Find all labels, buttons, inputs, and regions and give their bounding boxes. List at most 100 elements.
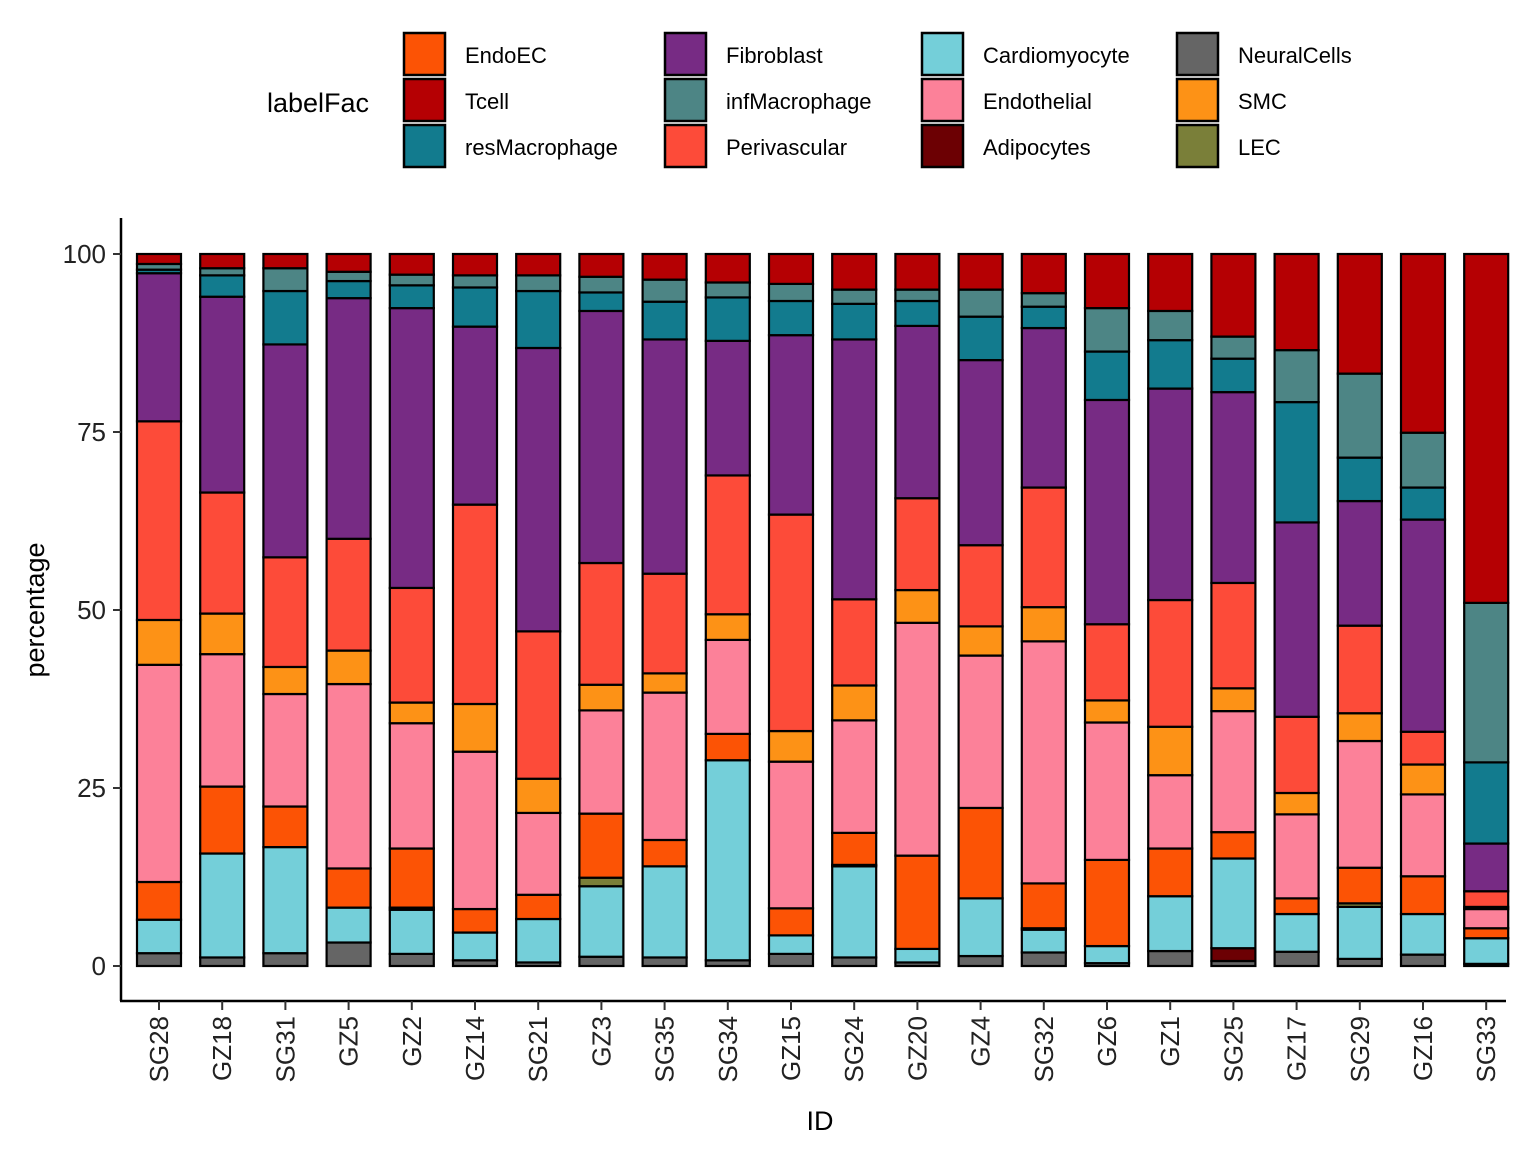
bar-segment-SMC xyxy=(957,625,1004,657)
bar-segment-Endothelial xyxy=(957,654,1004,810)
bar-segment-SMC xyxy=(1336,712,1383,743)
bar-segment-Tcell xyxy=(578,252,625,278)
bar-segment-NeuralCells xyxy=(957,954,1004,968)
bar-segment-Fibroblast xyxy=(451,325,499,506)
y-axis-title: percentage xyxy=(20,542,50,677)
bar-segment-Endothelial xyxy=(262,692,309,808)
bar-segment-Perivascular xyxy=(767,513,815,733)
bar-segment-resMacrophage xyxy=(1336,456,1383,503)
bar-segment-EndoEC xyxy=(1463,927,1510,940)
bar-segment-infMacrophage xyxy=(325,270,372,283)
bar-segment-Endothelial xyxy=(1463,907,1510,930)
bar-segment-Fibroblast xyxy=(325,297,372,540)
bar-segment-resMacrophage xyxy=(262,289,309,346)
bar-SG21 xyxy=(515,252,562,968)
x-tick-label: SG21 xyxy=(523,1016,553,1083)
bar-segment-SMC xyxy=(135,618,183,666)
bar-SG35 xyxy=(641,252,688,968)
bar-SG31 xyxy=(262,252,309,968)
legend-label: SMC xyxy=(1238,89,1287,114)
bar-segment-Perivascular xyxy=(262,556,309,669)
x-tick-label: SG25 xyxy=(1218,1016,1248,1083)
bar-segment-NeuralCells xyxy=(388,952,435,968)
bar-segment-NeuralCells xyxy=(1273,950,1320,968)
bar-segment-Cardiomyocyte xyxy=(578,885,625,958)
bar-segment-SMC xyxy=(641,672,688,694)
bar-segment-Tcell xyxy=(641,252,688,281)
bar-segment-infMacrophage xyxy=(1083,307,1131,353)
bar-segment-SMC xyxy=(515,777,562,815)
bar-segment-Cardiomyocyte xyxy=(1336,905,1383,960)
bar-SG25 xyxy=(1210,252,1257,968)
bar-GZ16 xyxy=(1399,252,1447,968)
bar-segment-Tcell xyxy=(1210,252,1257,338)
bar-GZ1 xyxy=(1147,252,1194,968)
bar-segment-Endothelial xyxy=(578,709,625,815)
bar-segment-infMacrophage xyxy=(1399,431,1447,489)
legend-swatch xyxy=(663,31,708,77)
bar-segment-resMacrophage xyxy=(515,289,562,350)
legend-swatch xyxy=(920,123,965,169)
bar-segment-Cardiomyocyte xyxy=(1020,928,1067,954)
bar-segment-Perivascular xyxy=(831,598,878,687)
bar-segment-infMacrophage xyxy=(388,273,435,287)
legend-label: LEC xyxy=(1238,135,1281,160)
bar-segment-resMacrophage xyxy=(894,299,941,328)
bar-segment-EndoEC xyxy=(515,893,562,921)
bar-segment-SMC xyxy=(831,684,878,722)
bar-segment-EndoEC xyxy=(894,854,941,951)
x-tick-label: SG24 xyxy=(839,1016,869,1083)
legend-label: Perivascular xyxy=(726,135,847,160)
x-tick-label: SG28 xyxy=(144,1016,174,1083)
bar-segment-infMacrophage xyxy=(894,288,941,303)
bar-segment-Fibroblast xyxy=(767,334,815,516)
legend-swatch xyxy=(663,77,708,123)
bar-GZ17 xyxy=(1273,252,1320,968)
bar-segment-EndoEC xyxy=(1210,831,1257,860)
bar-segment-resMacrophage xyxy=(388,284,435,310)
bar-GZ15 xyxy=(767,252,815,968)
bar-segment-Cardiomyocyte xyxy=(388,908,435,955)
x-tick-label: GZ17 xyxy=(1282,1016,1312,1081)
bar-SG24 xyxy=(831,252,878,968)
bar-segment-resMacrophage xyxy=(1020,305,1067,330)
bar-segment-NeuralCells xyxy=(1020,951,1067,968)
bar-segment-EndoEC xyxy=(767,907,815,937)
bar-segment-Cardiomyocyte xyxy=(767,934,815,955)
bar-segment-Perivascular xyxy=(1336,624,1383,715)
bar-segment-Perivascular xyxy=(1083,623,1131,702)
bar-segment-Cardiomyocyte xyxy=(1083,944,1131,965)
bar-segment-resMacrophage xyxy=(451,286,499,328)
bar-segment-Cardiomyocyte xyxy=(262,845,309,955)
bar-segment-NeuralCells xyxy=(262,952,309,968)
bar-segment-Cardiomyocyte xyxy=(1399,912,1447,956)
legend-swatch xyxy=(1175,31,1220,77)
bar-segment-SMC xyxy=(451,702,499,753)
x-tick-label: GZ1 xyxy=(1155,1016,1185,1067)
bar-segment-Endothelial xyxy=(451,750,499,911)
x-tick-label: GZ4 xyxy=(966,1016,996,1067)
bar-segment-Tcell xyxy=(451,252,499,277)
legend-swatch xyxy=(920,31,965,77)
bar-segment-Endothelial xyxy=(641,691,688,842)
bar-segment-Endothelial xyxy=(1147,774,1194,850)
bar-segment-Perivascular xyxy=(515,630,562,780)
bar-segment-Endothelial xyxy=(1020,640,1067,885)
bar-segment-Fibroblast xyxy=(388,307,435,590)
bar-segment-Endothelial xyxy=(1083,721,1131,862)
bar-segment-EndoEC xyxy=(1147,847,1194,898)
x-tick-label: GZ5 xyxy=(334,1016,364,1067)
bar-segment-EndoEC xyxy=(325,867,372,909)
bar-segment-SMC xyxy=(1147,725,1194,777)
bar-segment-Cardiomyocyte xyxy=(704,759,751,962)
legend-swatch xyxy=(1175,77,1220,123)
legend-item-NeuralCells: NeuralCells xyxy=(1175,31,1352,77)
legend-label: NeuralCells xyxy=(1238,43,1352,68)
bar-segment-Cardiomyocyte xyxy=(957,897,1004,958)
x-tick-label: GZ14 xyxy=(460,1016,490,1081)
bar-segment-Endothelial xyxy=(135,663,183,884)
bar-segment-EndoEC xyxy=(641,838,688,868)
bar-segment-infMacrophage xyxy=(957,288,1004,318)
bar-SG34 xyxy=(704,252,751,968)
bar-segment-infMacrophage xyxy=(262,267,309,293)
